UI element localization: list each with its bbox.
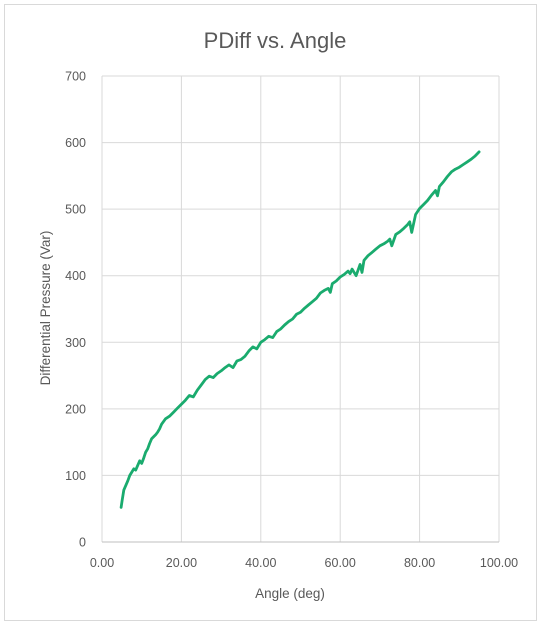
y-tick-labels: 0 100 200 300 400 500 600 700	[65, 70, 86, 550]
series	[119, 150, 481, 509]
y-tick-label: 500	[65, 203, 86, 217]
gridlines	[102, 75, 500, 542]
y-tick-label: 400	[65, 269, 86, 283]
chart-area	[4, 4, 537, 621]
y-tick-label: 100	[65, 469, 86, 483]
series-line	[119, 150, 481, 509]
y-axis-title: Differential Pressure (Var)	[38, 231, 53, 386]
y-tick-label: 700	[65, 70, 86, 84]
x-tick-label: 20.00	[166, 556, 197, 570]
y-tick-label: 0	[79, 536, 86, 550]
x-tick-labels: 0.00 20.00 40.00 60.00 80.00 100.00	[90, 556, 518, 570]
x-tick-label: 0.00	[90, 556, 114, 570]
axes	[101, 76, 499, 543]
y-tick-label: 300	[65, 336, 86, 350]
x-tick-label: 60.00	[325, 556, 356, 570]
x-axis-title: Angle (deg)	[255, 586, 325, 601]
x-tick-label: 80.00	[404, 556, 435, 570]
x-tick-label: 100.00	[480, 556, 518, 570]
x-tick-label: 40.00	[245, 556, 276, 570]
y-tick-label: 600	[65, 136, 86, 150]
y-tick-label: 200	[65, 402, 86, 416]
chart-title: PDiff vs. Angle	[204, 28, 347, 53]
